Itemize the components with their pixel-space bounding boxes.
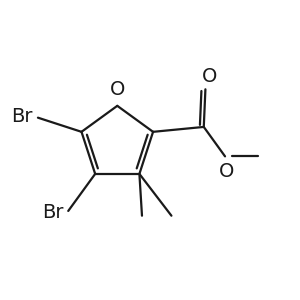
- Text: O: O: [219, 162, 234, 181]
- Text: Br: Br: [42, 203, 63, 222]
- Text: Br: Br: [11, 106, 33, 125]
- Text: O: O: [202, 67, 217, 86]
- Text: O: O: [110, 80, 125, 99]
